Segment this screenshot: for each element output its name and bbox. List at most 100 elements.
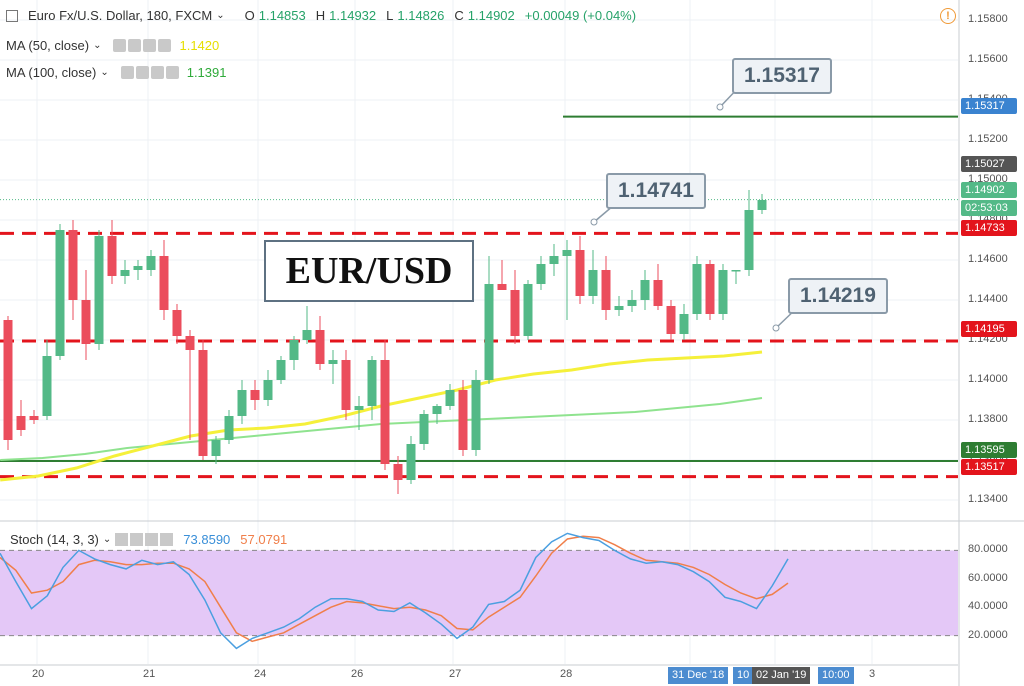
candle-body xyxy=(731,270,741,272)
candle-body xyxy=(497,284,507,290)
date-badge-1000: 10:00 xyxy=(818,667,854,684)
stoch-d-value: 57.0791 xyxy=(240,532,288,547)
ma50-value: 1.1420 xyxy=(179,38,220,53)
candle-body xyxy=(367,360,377,406)
h-label: H xyxy=(315,8,326,23)
ma100-label: MA (100, close) xyxy=(6,65,97,80)
candle-body xyxy=(302,330,312,340)
price-label-14195: 1.14195 xyxy=(961,321,1017,337)
symbol-legend[interactable]: Euro Fx/U.S. Dollar, 180, FXCM ⌄ O 1.1485… xyxy=(6,8,636,23)
eye-icon[interactable] xyxy=(113,39,127,52)
candle-body xyxy=(523,284,533,336)
stoch-k-line xyxy=(0,532,789,650)
callout-anchor xyxy=(772,324,780,332)
candle-body xyxy=(211,440,221,456)
candle-body xyxy=(237,390,247,416)
candle-body xyxy=(42,356,52,416)
ma50-controls[interactable] xyxy=(113,39,172,52)
candle-body xyxy=(120,270,130,276)
candle-body xyxy=(3,320,13,440)
ma100-legend[interactable]: MA (100, close) ⌄ 1.1391 xyxy=(6,65,226,80)
l-label: L xyxy=(386,8,394,23)
chevron-down-icon[interactable]: ⌄ xyxy=(93,40,102,51)
stoch-band xyxy=(0,549,958,637)
callout-low: 1.14219 xyxy=(788,278,888,314)
date-badge-jan02: 02 Jan '19 xyxy=(752,667,811,684)
stoch-band-fill xyxy=(0,550,958,636)
pair-title-box: EUR/USD xyxy=(264,240,474,302)
candle-body xyxy=(432,406,442,414)
date-badge-10: 10 xyxy=(733,667,754,684)
candle-body xyxy=(419,414,429,444)
candle-body xyxy=(471,380,481,450)
level-lines xyxy=(0,84,958,479)
chevron-down-icon[interactable]: ⌄ xyxy=(216,10,225,21)
stoch-tick-label: 20.0000 xyxy=(968,628,1008,641)
candle-body xyxy=(536,264,546,284)
ma100-controls[interactable] xyxy=(120,66,179,79)
eye-icon[interactable] xyxy=(120,66,134,79)
callout-anchor xyxy=(590,218,598,226)
price-label-current: 1.14902 xyxy=(961,182,1017,198)
stoch-controls[interactable] xyxy=(115,533,174,546)
candle-body xyxy=(16,416,26,430)
time-tick-label: 3 xyxy=(869,668,876,680)
candle-body xyxy=(55,230,65,356)
candle-body xyxy=(289,340,299,360)
candle-body xyxy=(653,280,663,306)
candle-body xyxy=(328,360,338,364)
plus-icon[interactable] xyxy=(145,533,159,546)
eye-icon[interactable] xyxy=(115,533,129,546)
candle-body xyxy=(354,406,364,410)
price-tick-label: 1.13400 xyxy=(968,493,1008,505)
time-tick-label: 21 xyxy=(143,668,156,680)
price-label-13517: 1.13517 xyxy=(961,459,1017,475)
candle-body xyxy=(263,380,273,400)
price-label-15317: 1.15317 xyxy=(961,98,1017,114)
stoch-tick-label: 40.0000 xyxy=(968,600,1008,613)
candle-body xyxy=(757,200,767,210)
time-tick-label: 28 xyxy=(560,668,573,680)
candle-body xyxy=(29,416,39,420)
callout-mid: 1.14741 xyxy=(606,173,706,209)
candle-body xyxy=(562,250,572,256)
close-icon[interactable] xyxy=(160,533,174,546)
countdown-label: 02:53:03 xyxy=(961,200,1017,216)
stoch-label: Stoch (14, 3, 3) xyxy=(10,532,99,547)
gear-icon[interactable] xyxy=(130,533,144,546)
o-label: O xyxy=(244,8,255,23)
candle-body xyxy=(185,336,195,350)
callout-top: 1.15317 xyxy=(732,58,832,94)
collapse-icon[interactable] xyxy=(6,9,18,22)
price-label-14733: 1.14733 xyxy=(961,220,1017,236)
plus-icon[interactable] xyxy=(150,66,164,79)
candle-body xyxy=(627,300,637,306)
ma50-legend[interactable]: MA (50, close) ⌄ 1.1420 xyxy=(6,38,219,53)
close-icon[interactable] xyxy=(158,39,172,52)
gear-icon[interactable] xyxy=(128,39,142,52)
stoch-k-value: 73.8590 xyxy=(183,532,231,547)
chevron-down-icon[interactable]: ⌄ xyxy=(102,534,112,545)
close-icon[interactable] xyxy=(165,66,179,79)
candle-body xyxy=(172,310,182,336)
candle-body xyxy=(692,264,702,314)
warning-icon[interactable]: ! xyxy=(940,8,956,24)
candle-body xyxy=(588,270,598,296)
price-label-13595: 1.13595 xyxy=(961,442,1017,458)
candle-body xyxy=(94,236,104,344)
candles xyxy=(3,190,767,494)
stoch-tick-label: 80.0000 xyxy=(968,543,1008,556)
candle-body xyxy=(107,236,117,276)
candle-body xyxy=(315,330,325,364)
candle-body xyxy=(666,306,676,334)
candle-body xyxy=(705,264,715,314)
change-value: +0.00049 (+0.04%) xyxy=(524,8,637,23)
price-tick-label: 1.14600 xyxy=(968,253,1008,265)
gear-icon[interactable] xyxy=(135,66,149,79)
stoch-legend[interactable]: Stoch (14, 3, 3) ⌄ 73.8590 57.0791 xyxy=(10,532,287,547)
ma100-value: 1.1391 xyxy=(186,65,227,80)
candle-body xyxy=(510,290,520,336)
chevron-down-icon[interactable]: ⌄ xyxy=(100,67,109,78)
h-value: 1.14932 xyxy=(329,8,377,23)
plus-icon[interactable] xyxy=(143,39,157,52)
